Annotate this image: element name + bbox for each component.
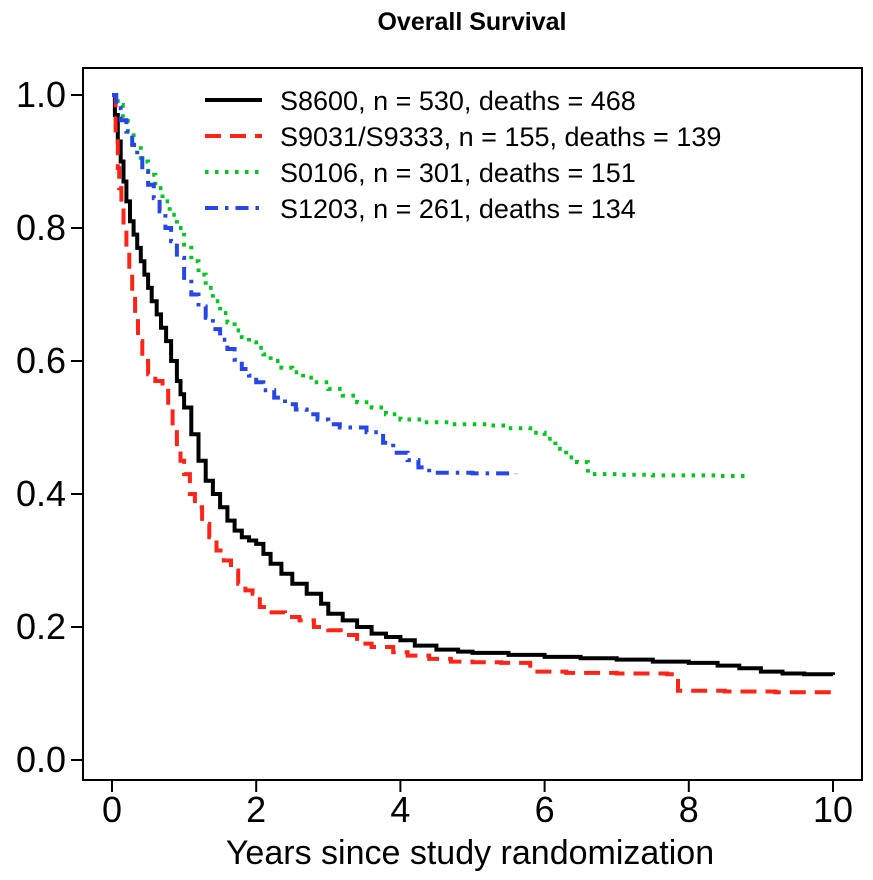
legend-label-s9031-s9333: S9031/S9333, n = 155, deaths = 139 bbox=[280, 122, 721, 152]
x-tick-label: 4 bbox=[390, 789, 410, 830]
x-tick-label: 0 bbox=[102, 789, 122, 830]
plot-box bbox=[82, 67, 863, 781]
y-tick-label: 1.0 bbox=[16, 74, 66, 115]
y-tick-label: 0.4 bbox=[16, 473, 66, 514]
x-tick-label: 2 bbox=[246, 789, 266, 830]
y-tick-label: 0.2 bbox=[16, 606, 66, 647]
legend-label-s0106: S0106, n = 301, deaths = 151 bbox=[280, 158, 636, 188]
survival-curve-s9031-s9333 bbox=[112, 93, 835, 695]
x-tick-label: 6 bbox=[535, 789, 555, 830]
x-tick-label: 10 bbox=[813, 789, 853, 830]
x-tick-label: 8 bbox=[679, 789, 699, 830]
survival-curve-s1203 bbox=[112, 93, 518, 476]
y-tick-label: 0.8 bbox=[16, 207, 66, 248]
y-tick-label: 0.0 bbox=[16, 739, 66, 780]
chart-title: Overall Survival bbox=[377, 8, 566, 36]
x-axis-label: Years since study randomization bbox=[226, 834, 714, 872]
y-tick-label: 0.6 bbox=[16, 340, 66, 381]
survival-curve-s0106 bbox=[112, 93, 745, 478]
survival-curve-s8600 bbox=[112, 93, 835, 677]
legend-label-s8600: S8600, n = 530, deaths = 468 bbox=[280, 86, 636, 116]
legend-label-s1203: S1203, n = 261, deaths = 134 bbox=[280, 194, 636, 224]
